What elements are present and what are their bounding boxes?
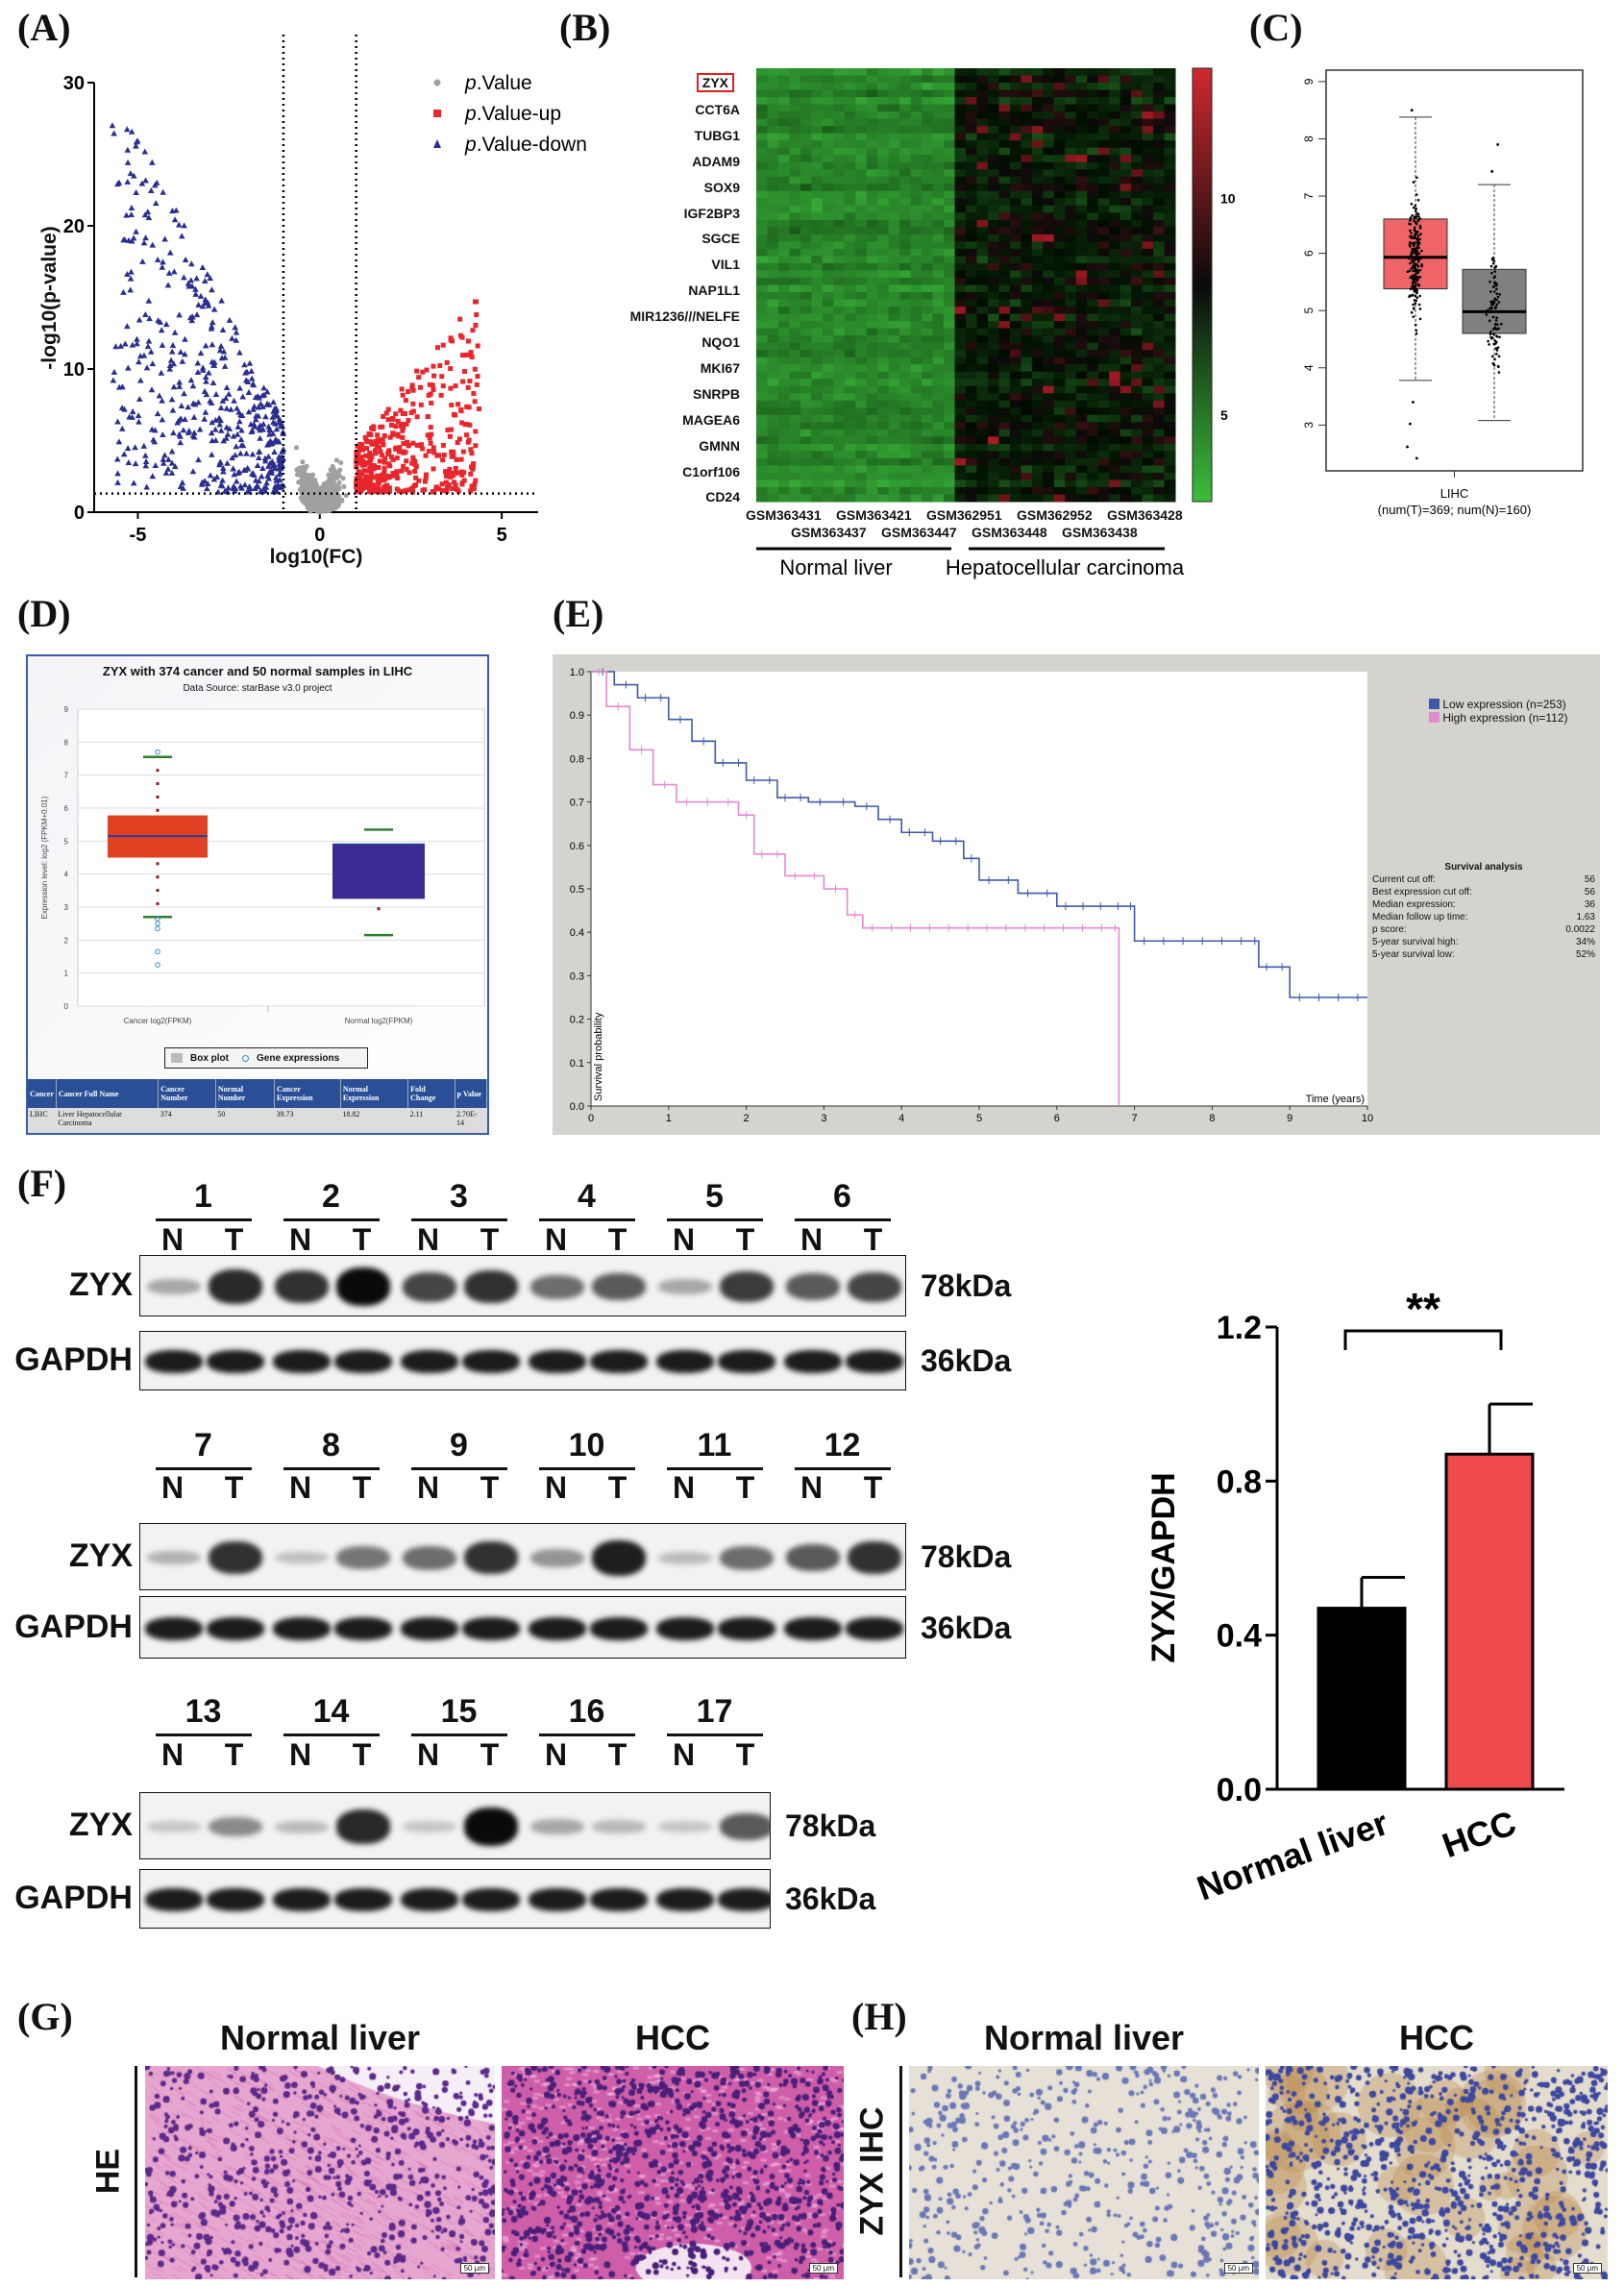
point-ns bbox=[343, 492, 349, 499]
y-tick-label: 10 bbox=[63, 359, 85, 381]
point-ns bbox=[328, 467, 333, 473]
y-tick-label: 20 bbox=[63, 216, 85, 237]
panel-label-h: (H) bbox=[851, 1995, 907, 2038]
point-ns bbox=[337, 467, 343, 473]
panel-label-b: (B) bbox=[559, 6, 611, 49]
point-ns bbox=[293, 445, 300, 451]
panel-label-a: (A) bbox=[17, 6, 71, 49]
point-ns bbox=[300, 459, 306, 465]
panel-label-g: (G) bbox=[17, 1995, 73, 2038]
x-tick-label: 5 bbox=[497, 525, 507, 546]
panel-label-f: (F) bbox=[17, 1162, 67, 1205]
panel-label-c: (C) bbox=[1249, 6, 1303, 49]
panel-label-d: (D) bbox=[17, 592, 71, 635]
point-ns bbox=[341, 483, 347, 490]
x-tick-label: -5 bbox=[130, 525, 147, 546]
x-tick-label: 0 bbox=[314, 525, 325, 546]
y-tick-label: 0 bbox=[74, 503, 85, 524]
y-tick-label: 30 bbox=[63, 73, 85, 94]
panel-label-e: (E) bbox=[553, 592, 604, 635]
